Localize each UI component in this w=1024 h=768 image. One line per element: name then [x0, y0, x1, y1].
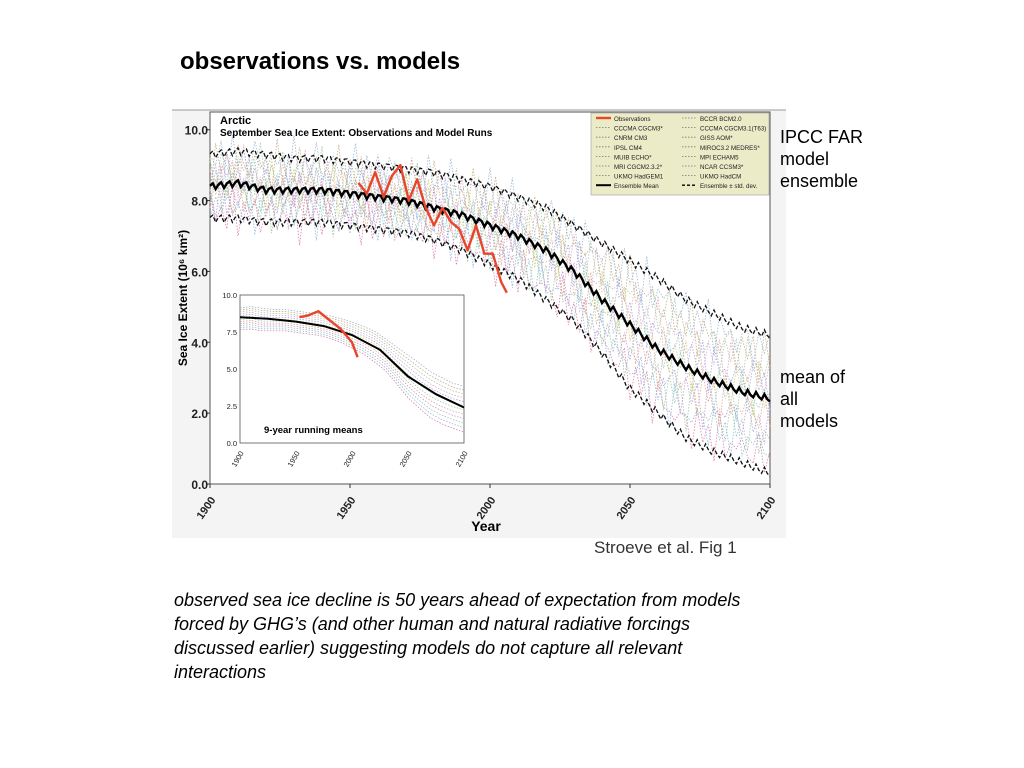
model-run-line: [209, 159, 771, 422]
legend-entry: Observations: [614, 116, 650, 123]
y-tick-label: 0.0: [191, 478, 208, 492]
model-run-line: [209, 150, 771, 410]
inset-y-tick-label: 10.0: [222, 291, 237, 300]
inset-model-run-line: [239, 306, 465, 387]
inset-model-run-line: [239, 320, 465, 415]
legend-entry: MPI ECHAM5: [700, 154, 739, 161]
legend-entry: UKMO HadGEM1: [614, 174, 664, 181]
legend-entry: CCCMA CGCM3*: [614, 126, 663, 133]
ensemble-lower-std-line: [209, 214, 771, 477]
model-run-line: [209, 179, 771, 457]
legend-entry: Ensemble Mean: [614, 183, 659, 190]
observations-line: [357, 163, 508, 294]
model-run-line: [209, 157, 771, 416]
legend-entry: IPSL CM4: [614, 145, 643, 152]
inset-model-run-line: [240, 328, 465, 433]
legend-entry: UKMO HadCM: [700, 174, 741, 181]
inset-frame: [239, 294, 465, 444]
inset-series: [239, 309, 465, 409]
y-tick-label: 10.0: [185, 124, 209, 138]
inset-y-tick-label: 2.5: [227, 402, 237, 411]
ensemble-mean-line: [209, 178, 771, 403]
figure-title-line2: September Sea Ice Extent: Observations a…: [220, 128, 493, 139]
y-tick-label: 8.0: [191, 195, 208, 209]
legend-entry: Ensemble ± std. dev.: [700, 183, 758, 190]
legend-entry: BCCR BCM2.0: [700, 116, 742, 123]
legend-entry: NCAR CCSM3*: [700, 164, 744, 171]
legend-entry: CNRM CM3: [614, 135, 648, 142]
model-run-line: [209, 138, 771, 384]
slide-title: observations vs. models: [180, 48, 461, 75]
legend: Observations BCCR BCM2.0 CCCMA CGCM3* CCCMA…: [590, 112, 770, 196]
inset-y-tick-label: 0.0: [227, 439, 237, 448]
figure-source: Stroeve et al. Fig 1: [594, 538, 737, 557]
ensemble-upper-std-line: [209, 146, 771, 339]
inset-ensemble-mean-line: [239, 316, 465, 409]
y-tick-label: 4.0: [191, 336, 208, 350]
inset-background: [236, 290, 466, 446]
x-axis-label: Year: [471, 518, 501, 534]
legend-entry: CCCMA CGCM3.1(T63): [700, 126, 766, 133]
inset-observations-line: [299, 309, 359, 358]
legend-entry: MIROC3.2 MEDRES*: [700, 145, 760, 152]
legend-box: [590, 112, 770, 196]
inset-model-run-line: [239, 315, 465, 406]
model-run-line: [209, 135, 771, 364]
legend-entry: MUIB ECHO*: [614, 154, 652, 161]
note-model-ensemble: IPCC FAR model ensemble: [780, 127, 864, 191]
model-run-line: [209, 160, 771, 430]
main-series: [209, 146, 771, 477]
inset-label: 9-year running means: [264, 425, 363, 436]
y-axis-label: Sea Ice Extent (10⁶ km²): [176, 230, 190, 366]
model-run-line: [209, 144, 771, 394]
inset-y-tick-label: 5.0: [227, 365, 237, 374]
legend-entry: MRI CGCM2.3.2*: [614, 164, 663, 171]
y-tick-label: 6.0: [191, 265, 208, 279]
figure-title-line1: Arctic: [220, 115, 251, 127]
y-tick-label: 2.0: [191, 407, 208, 421]
caption: observed sea ice decline is 50 years ahe…: [174, 590, 741, 682]
inset-model-run-line: [239, 310, 465, 395]
model-run-line: [209, 181, 771, 473]
model-run-line: [209, 178, 771, 454]
model-run-line: [209, 142, 771, 389]
note-mean-of-all-models: mean of all models: [780, 367, 846, 431]
legend-entry: GISS AOM*: [700, 135, 733, 142]
inset-y-tick-label: 7.5: [227, 328, 237, 337]
inset-model-run-line: [239, 313, 465, 403]
